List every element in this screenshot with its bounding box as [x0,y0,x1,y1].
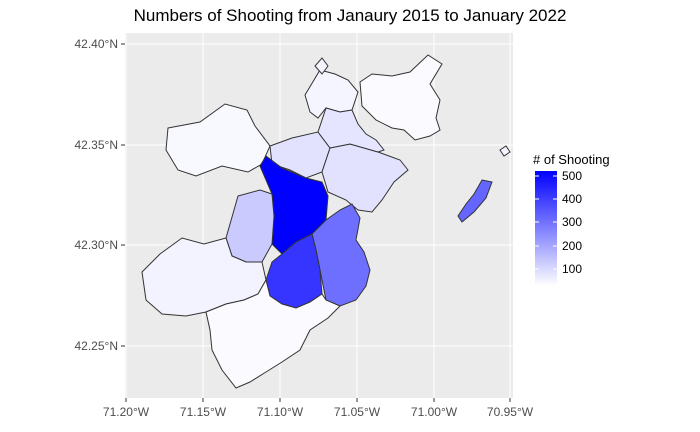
legend-tick-label: 500 [562,169,582,183]
x-tick-labels: 71.20°W 71.15°W 71.10°W 71.05°W 71.00°W … [103,405,534,419]
region-west-roxbury[interactable] [205,278,341,389]
y-tick-label: 42.25°N [75,339,119,353]
y-tick-label: 42.35°N [75,138,119,152]
y-tick-label: 42.40°N [75,37,119,51]
x-tick-label: 71.15°W [180,405,227,419]
x-tick-label: 71.05°W [334,405,381,419]
axis-ticks [121,43,511,402]
x-tick-label: 71.10°W [257,405,304,419]
legend-colorbar [535,171,557,286]
legend: # of Shooting 500 400 300 200 100 [533,152,610,286]
legend-tick-marks [535,175,557,270]
legend-tick-label: 200 [562,239,582,253]
region-hyde-park[interactable] [317,107,385,153]
region-east-boston[interactable] [359,54,443,141]
island-outline [499,145,511,157]
chart-title: Numbers of Shooting from Janaury 2015 to… [133,6,567,25]
x-tick-label: 70.95°W [487,405,534,419]
legend-tick-label: 300 [562,215,582,229]
region-south-boston[interactable] [457,179,493,223]
legend-tick-label: 400 [562,192,582,206]
y-tick-label: 42.30°N [75,238,119,252]
y-tick-labels: 42.40°N 42.35°N 42.30°N 42.25°N [75,37,119,353]
x-tick-label: 71.20°W [103,405,150,419]
region-dorchester[interactable] [311,203,371,307]
x-tick-label: 71.00°W [411,405,458,419]
legend-title: # of Shooting [533,152,610,167]
island-outline [314,57,329,75]
regions [141,54,511,389]
legend-tick-label: 100 [562,262,582,276]
